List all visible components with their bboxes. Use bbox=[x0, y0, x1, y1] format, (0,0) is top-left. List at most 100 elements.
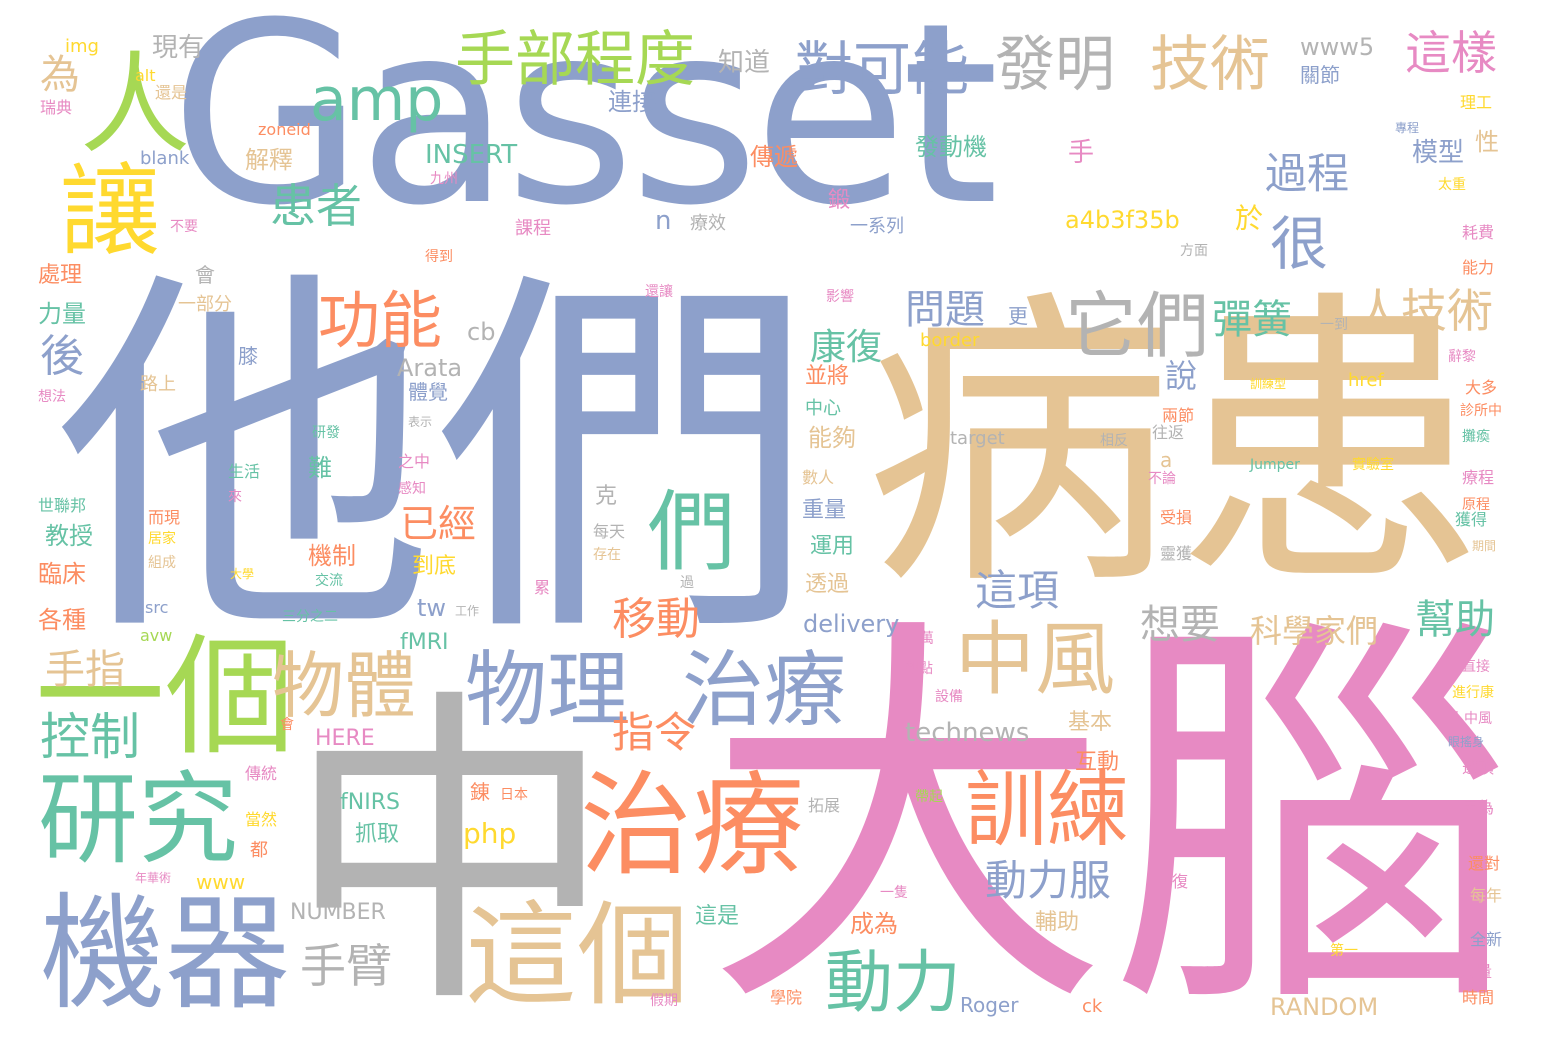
word: 中 bbox=[285, 663, 615, 1047]
word: 一到 bbox=[1320, 317, 1348, 333]
word: 已經 bbox=[400, 502, 477, 546]
word: ck bbox=[1082, 996, 1103, 1017]
word: 傳統 bbox=[245, 764, 278, 783]
word: 技術 bbox=[1150, 30, 1270, 100]
word: 這項 bbox=[975, 566, 1060, 615]
word: 問題 bbox=[905, 287, 985, 333]
word: 運用 bbox=[810, 534, 855, 559]
word: 手指 bbox=[45, 647, 125, 693]
word: 輔助 bbox=[1035, 910, 1080, 935]
word: 手部程度 bbox=[455, 25, 695, 95]
word: 存在 bbox=[593, 547, 621, 563]
word: 幫助 bbox=[1415, 597, 1495, 643]
word: 大多 bbox=[1465, 378, 1498, 397]
word: NUMBER bbox=[290, 900, 386, 925]
word: 物體 bbox=[272, 644, 417, 728]
word: 拓展 bbox=[808, 796, 841, 815]
word: 日本 bbox=[500, 787, 528, 803]
word: 每天 bbox=[593, 522, 626, 541]
word: 過程 bbox=[1265, 149, 1350, 198]
word: 臨床 bbox=[38, 560, 86, 588]
word: 訓練 bbox=[965, 763, 1130, 858]
word: 研發 bbox=[312, 425, 340, 441]
word: 不論 bbox=[1148, 471, 1176, 487]
word: 居家 bbox=[148, 531, 176, 547]
word: 路上 bbox=[140, 374, 176, 395]
word: 之中 bbox=[398, 452, 431, 471]
word: 指令 bbox=[612, 708, 697, 757]
word: 課程 bbox=[515, 218, 551, 239]
word: 原程 bbox=[1462, 497, 1490, 513]
word: Roger bbox=[960, 993, 1019, 1017]
word: 每年 bbox=[1470, 886, 1503, 905]
word: 成為 bbox=[850, 910, 898, 938]
word: 還是 bbox=[155, 83, 188, 102]
word: 太重 bbox=[1438, 177, 1466, 193]
word: 發動機 bbox=[915, 133, 987, 161]
word: 觀點 bbox=[905, 661, 933, 677]
word: www5 bbox=[1300, 33, 1375, 61]
word: 復 bbox=[1172, 872, 1189, 891]
word: www bbox=[196, 870, 246, 894]
word: 它們 bbox=[1065, 284, 1210, 368]
word: 往返 bbox=[1152, 423, 1185, 442]
word: 人 bbox=[80, 41, 190, 169]
word: 帶起 bbox=[915, 789, 943, 805]
word: 知道 bbox=[718, 48, 771, 78]
word: 並將 bbox=[805, 364, 850, 389]
word: 設備 bbox=[935, 689, 963, 705]
word: 發明 bbox=[995, 30, 1115, 100]
word: 大腦 bbox=[705, 586, 1515, 1052]
word: tw bbox=[417, 594, 447, 622]
word: 康復 bbox=[810, 327, 883, 368]
word: 相反 bbox=[1100, 433, 1128, 449]
word: HERE bbox=[315, 726, 375, 751]
word: 會 bbox=[195, 263, 215, 287]
word: 這個 bbox=[465, 891, 689, 1021]
word: delivery bbox=[803, 610, 900, 638]
word: 大學 bbox=[230, 567, 255, 581]
word: 過 bbox=[680, 575, 694, 591]
word: 物理 bbox=[465, 643, 630, 738]
word: fMRI bbox=[400, 630, 449, 655]
word: 一個 bbox=[35, 621, 296, 773]
word: 體覺 bbox=[408, 380, 448, 404]
word: n bbox=[655, 206, 672, 236]
word: 人技術 bbox=[1355, 284, 1493, 338]
word: 連接 bbox=[608, 88, 656, 116]
word: 教授 bbox=[45, 522, 93, 550]
word: 力量 bbox=[38, 300, 86, 328]
word: 理工 bbox=[1460, 93, 1493, 112]
word: a bbox=[1160, 448, 1173, 472]
word: 互動 bbox=[1075, 750, 1120, 775]
word: 第一 bbox=[1330, 943, 1358, 959]
word: 得到 bbox=[425, 249, 453, 265]
word: 能力 bbox=[1462, 258, 1495, 277]
word: 移動 bbox=[612, 594, 700, 645]
word: 九州 bbox=[430, 171, 458, 187]
word: Arata bbox=[397, 354, 463, 382]
word: 到底 bbox=[412, 554, 457, 579]
word: 世聯邦 bbox=[38, 496, 87, 515]
word: 期間 bbox=[1472, 539, 1497, 553]
word: 訓練型 bbox=[1250, 377, 1287, 391]
word: 工作 bbox=[455, 604, 480, 618]
word: 當然 bbox=[245, 810, 278, 829]
word: 還讓 bbox=[645, 284, 673, 300]
word: 性 bbox=[1475, 128, 1499, 156]
word: 想法 bbox=[38, 389, 66, 405]
word: 都 bbox=[250, 840, 268, 861]
word: 兩節 bbox=[1162, 406, 1195, 425]
word: 全新 bbox=[1470, 930, 1503, 949]
word: avw bbox=[140, 626, 173, 645]
word: 眼搖身 bbox=[1448, 735, 1485, 749]
word: Gasset bbox=[170, 0, 999, 260]
word: 組成 bbox=[148, 555, 176, 571]
word: 交流 bbox=[315, 573, 343, 589]
word: 數人 bbox=[802, 468, 835, 487]
word: 機器 bbox=[40, 882, 290, 1027]
word: 處理 bbox=[38, 263, 83, 288]
word: 中心 bbox=[805, 398, 841, 419]
word: 難 bbox=[308, 454, 332, 482]
